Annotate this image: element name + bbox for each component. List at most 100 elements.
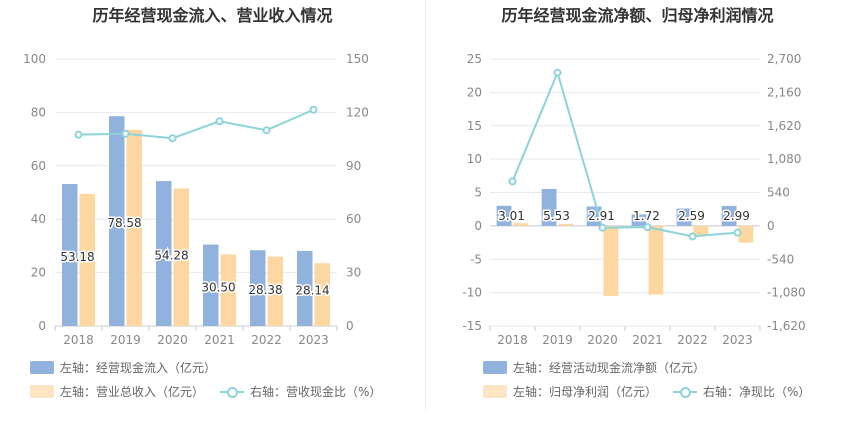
y-left-tick-label: 100 [23, 52, 46, 66]
y-left-tick-label: 60 [31, 159, 46, 173]
bar-series-1 [496, 205, 512, 226]
data-label: 3.01 [498, 209, 525, 223]
bar-series-1 [676, 208, 692, 226]
panel-divider [425, 0, 426, 410]
legend-row-1: 左轴：经营现金流入（亿元） [30, 359, 232, 376]
legend-swatch [30, 361, 54, 374]
x-tick-label: 2022 [251, 333, 282, 347]
y-left-tick-label: -10 [462, 286, 482, 300]
chart-panel-net-cash: 历年经营现金流净额、归母净利润情况 -15 -10 -5 0 5 10 15 20 25 -1,6… [425, 0, 850, 437]
legend-swatch [220, 385, 245, 398]
bar-series-1 [202, 244, 219, 326]
y-left-tick-label: 10 [467, 152, 482, 166]
y-right-tick-label: 0 [767, 219, 775, 233]
y-right-tick-label: 540 [767, 186, 790, 200]
legend-label: 左轴：经营现金流入（亿元） [60, 361, 217, 375]
data-label: 53.18 [60, 250, 94, 264]
bar-series-2 [648, 225, 664, 295]
y-left-tick-label: 20 [467, 85, 482, 99]
line-point [553, 68, 562, 77]
legend-row-2: 左轴：营业总收入（亿元） 右轴：营收现金比（%） [30, 383, 397, 400]
y-left-tick-label: -5 [470, 252, 482, 266]
legend-item-net-profit[interactable]: 左轴：归母净利润（亿元） [483, 383, 657, 400]
data-label: 5.53 [543, 209, 570, 223]
y-left-tick-label: 0 [38, 319, 46, 333]
line-point [262, 126, 271, 135]
line-point [733, 228, 742, 237]
legend-label: 右轴：营收现金比（%） [250, 385, 382, 399]
line-point [688, 232, 697, 241]
bar-series-1 [155, 181, 172, 326]
y-left-tick-label: 0 [474, 219, 482, 233]
chart-panel-cash-inflow: 历年经营现金流入、营业收入情况 0 20 40 60 80 100 0 30 60 90 120 15… [23, 6, 397, 400]
line-point [309, 105, 318, 114]
bar-series-2 [558, 223, 574, 226]
y-right-tick-label: 120 [346, 105, 369, 119]
data-label: 28.38 [248, 283, 282, 297]
bar-series-1 [631, 214, 647, 226]
y-right-tick-label: 30 [346, 266, 361, 280]
bar-series-1 [249, 250, 266, 326]
y-left-tick-label: 40 [31, 212, 46, 226]
bar-series-2 [314, 263, 331, 326]
y-right-tick-label: 2,700 [767, 52, 801, 66]
legend-label: 左轴：归母净利润（亿元） [513, 385, 658, 399]
y-left-tick-label: 15 [467, 119, 482, 133]
y-right-tick-label: -540 [767, 252, 794, 266]
y-right-tick-label: 60 [346, 212, 361, 226]
y-left-tick-label: 20 [31, 266, 46, 280]
data-label: 54.28 [154, 249, 188, 263]
legend-item-cash-inflow[interactable]: 左轴：经营现金流入（亿元） [30, 359, 216, 376]
x-tick-label: 2020 [587, 333, 618, 347]
legend-item-net-cash[interactable]: 左轴：经营活动现金流净额（亿元） [483, 359, 705, 376]
y-right-tick-label: 2,160 [767, 85, 801, 99]
bar-series-2 [79, 193, 96, 326]
line-point [74, 130, 83, 139]
legend-row-1: 左轴：经营活动现金流净额（亿元） [483, 359, 721, 376]
legend-item-net-ratio[interactable]: 右轴：净现比（%） [673, 383, 810, 400]
bar-series-1 [108, 116, 125, 326]
x-tick-label: 2019 [542, 333, 573, 347]
data-label: 2.99 [723, 209, 750, 223]
legend-item-revenue[interactable]: 左轴：营业总收入（亿元） [30, 383, 204, 400]
legend-label: 左轴：经营活动现金流净额（亿元） [513, 361, 706, 375]
line-point [215, 117, 224, 126]
chart-title: 历年经营现金流净额、归母净利润情况 [501, 6, 774, 25]
data-label: 2.59 [678, 209, 705, 223]
bar-series-2 [173, 188, 190, 326]
bar-series-1 [721, 205, 737, 226]
legend-item-ratio[interactable]: 右轴：营收现金比（%） [220, 383, 381, 400]
legend-label: 右轴：净现比（%） [703, 385, 811, 399]
legend-swatch [30, 385, 54, 398]
line-point [121, 129, 130, 138]
x-tick-label: 2018 [497, 333, 528, 347]
y-right-tick-label: 90 [346, 159, 361, 173]
y-left-tick-label: 80 [31, 105, 46, 119]
line-point [508, 177, 517, 186]
legend-label: 左轴：营业总收入（亿元） [60, 385, 205, 399]
legend-row-2: 左轴：归母净利润（亿元） 右轴：净现比（%） [483, 383, 826, 400]
x-tick-label: 2022 [677, 333, 708, 347]
legend-swatch [483, 385, 507, 398]
x-tick-label: 2019 [110, 333, 141, 347]
bar-series-2 [267, 256, 284, 326]
data-label: 28.14 [295, 283, 329, 297]
bar-series-2 [220, 254, 237, 326]
legend-swatch [483, 361, 507, 374]
legend-swatch [673, 385, 698, 398]
y-right-tick-label: 0 [346, 319, 354, 333]
x-tick-label: 2021 [632, 333, 663, 347]
x-tick-label: 2023 [298, 333, 329, 347]
data-label: 30.50 [201, 280, 235, 294]
y-left-tick-label: 5 [474, 186, 482, 200]
y-right-tick-label: -1,080 [767, 286, 806, 300]
y-right-tick-label: -1,620 [767, 319, 806, 333]
y-left-tick-label: 25 [467, 52, 482, 66]
y-right-tick-label: 150 [346, 52, 369, 66]
data-label: 1.72 [633, 209, 660, 223]
bar-series-1 [541, 188, 557, 226]
chart-plot-area: -15 -10 -5 0 5 10 15 20 25 -1,620 -1,080 -540 0 540 1,… [462, 52, 806, 347]
bar-series-2 [513, 223, 529, 226]
x-tick-label: 2023 [722, 333, 753, 347]
y-left-tick-label: -15 [462, 319, 482, 333]
